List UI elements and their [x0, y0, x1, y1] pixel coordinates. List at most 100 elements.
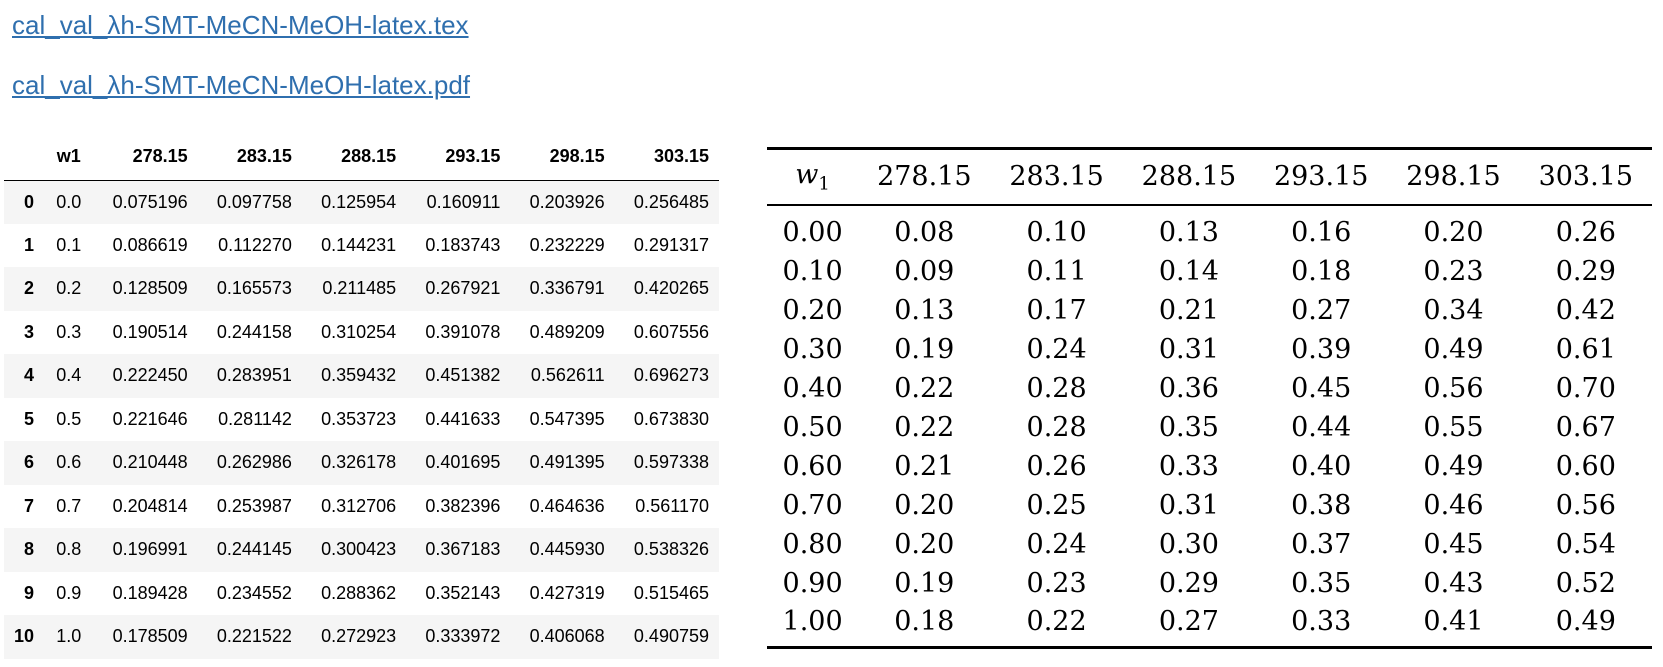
dataframe-value-cell: 0.128509 [112, 278, 188, 299]
latex-value-cell: 0.20 [894, 528, 955, 560]
latex-row: 0.90 0.19 0.23 0.29 0.35 0.43 0.52 [767, 564, 1652, 603]
dataframe-value-cell: 0.441633 [425, 408, 501, 429]
dataframe-value-cell: 0.210448 [112, 452, 188, 473]
dataframe-value-cell: 0.391078 [425, 321, 501, 342]
latex-w1-cell: 0.40 [782, 372, 843, 404]
dataframe-header-row: w1 278.15 283.15 288.15 293.15 298.15 30… [4, 134, 719, 181]
dataframe-w1-cell: 0.6 [56, 452, 82, 473]
latex-value-cell: 0.34 [1423, 294, 1484, 326]
latex-value-cell: 0.46 [1423, 489, 1484, 521]
dataframe-value-cell: 0.221646 [112, 408, 188, 429]
dataframe-value-cell: 0.112270 [218, 234, 292, 255]
dataframe-value-cell: 0.333972 [425, 626, 501, 647]
dataframe-column-header: 283.15 [197, 134, 302, 181]
dataframe-value-cell: 0.281142 [218, 408, 292, 429]
latex-w1-cell: 0.00 [782, 217, 843, 248]
latex-header: w1 278.15 283.15 288.15 293.15 298.15 30… [767, 148, 1652, 206]
latex-value-cell: 0.24 [1026, 528, 1087, 560]
dataframe-value-cell: 0.547395 [529, 408, 605, 429]
dataframe-value-cell: 0.464636 [529, 495, 605, 516]
latex-header-row: w1 278.15 283.15 288.15 293.15 298.15 30… [767, 148, 1652, 206]
latex-value-cell: 0.14 [1158, 255, 1219, 287]
dataframe-row: 5 0.5 0.221646 0.281142 0.353723 0.441633 0.54… [4, 397, 719, 441]
dataframe-value-cell: 0.445930 [529, 539, 605, 560]
dataframe-value-cell: 0.673830 [633, 408, 709, 429]
latex-row: 1.00 0.18 0.22 0.27 0.33 0.41 0.49 [767, 603, 1652, 648]
dataframe-w1-cell: 0.8 [56, 539, 82, 560]
latex-w1-cell: 0.90 [782, 567, 843, 599]
latex-value-cell: 0.44 [1291, 411, 1352, 443]
dataframe-row: 1 0.1 0.086619 0.112270 0.144231 0.183743 0.23… [4, 223, 719, 267]
dataframe-row: 2 0.2 0.128509 0.165573 0.211485 0.267921 0.33… [4, 267, 719, 311]
latex-value-cell: 0.39 [1291, 333, 1352, 365]
latex-value-cell: 0.37 [1291, 528, 1352, 560]
latex-value-cell: 0.67 [1555, 411, 1616, 443]
latex-value-cell: 0.31 [1158, 333, 1219, 365]
latex-value-cell: 0.18 [1291, 255, 1352, 287]
dataframe-value-cell: 0.326178 [321, 452, 397, 473]
dataframe-value-cell: 0.427319 [529, 582, 605, 603]
latex-w1-cell: 0.10 [782, 255, 843, 287]
latex-row: 0.70 0.20 0.25 0.31 0.38 0.46 0.56 [767, 486, 1652, 525]
dataframe-value-cell: 0.190514 [112, 321, 188, 342]
dataframe-column-header: 303.15 [614, 134, 719, 181]
dataframe-value-cell: 0.144231 [321, 234, 397, 255]
latex-value-cell: 0.08 [894, 217, 955, 248]
dataframe-row: 8 0.8 0.196991 0.244145 0.300423 0.367183 0.44… [4, 528, 719, 572]
dataframe-row-index: 9 [24, 582, 35, 603]
latex-value-cell: 0.52 [1555, 567, 1616, 599]
latex-column-header: 278.15 [858, 148, 991, 206]
latex-w-subscript: 1 [818, 173, 830, 195]
latex-value-cell: 0.25 [1026, 489, 1087, 521]
latex-value-cell: 0.35 [1291, 567, 1352, 599]
dataframe-row-index: 8 [24, 539, 35, 560]
latex-value-cell: 0.19 [894, 567, 955, 599]
dataframe-value-cell: 0.165573 [216, 278, 292, 299]
dataframe-row: 7 0.7 0.204814 0.253987 0.312706 0.382396 0.46… [4, 484, 719, 528]
dataframe-value-cell: 0.204814 [112, 495, 188, 516]
dataframe-value-cell: 0.211485 [322, 278, 397, 299]
dataframe-column-header: 293.15 [406, 134, 511, 181]
dataframe-value-cell: 0.300423 [321, 539, 397, 560]
latex-column-header: 303.15 [1519, 148, 1652, 206]
dataframe-w1-cell: 0.9 [56, 582, 82, 603]
latex-column-header: 293.15 [1255, 148, 1388, 206]
latex-w1-cell: 1.00 [782, 605, 843, 637]
dataframe-value-cell: 0.244158 [216, 321, 292, 342]
latex-w1-header: w1 [767, 148, 859, 206]
dataframe-w1-cell: 0.7 [56, 495, 82, 516]
dataframe-row-index: 7 [24, 495, 35, 516]
latex-value-cell: 0.19 [894, 333, 955, 365]
latex-value-cell: 0.13 [894, 294, 955, 326]
dataframe-w1-cell: 0.5 [56, 408, 82, 429]
latex-value-cell: 0.10 [1026, 217, 1087, 248]
latex-value-cell: 0.55 [1423, 411, 1484, 443]
latex-value-cell: 0.49 [1555, 605, 1616, 637]
dataframe-header: w1 278.15 283.15 288.15 293.15 298.15 30… [4, 134, 719, 181]
latex-value-cell: 0.20 [894, 489, 955, 521]
dataframe-value-cell: 0.086619 [112, 234, 188, 255]
latex-value-cell: 0.70 [1555, 372, 1616, 404]
tex-file-link[interactable]: cal_val_λh-SMT-MeCN-MeOH-latex.tex [12, 10, 469, 40]
dataframe-row-index: 3 [24, 321, 35, 342]
dataframe-w1-cell: 0.3 [56, 321, 82, 342]
dataframe-value-cell: 0.310254 [321, 321, 397, 342]
dataframe-value-cell: 0.097758 [216, 191, 292, 212]
dataframe-value-cell: 0.183743 [425, 234, 501, 255]
latex-row: 0.00 0.08 0.10 0.13 0.16 0.20 0.26 [767, 205, 1652, 252]
pdf-file-link[interactable]: cal_val_λh-SMT-MeCN-MeOH-latex.pdf [12, 70, 471, 100]
latex-value-cell: 0.45 [1423, 528, 1484, 560]
latex-value-cell: 0.21 [894, 450, 955, 482]
dataframe-value-cell: 0.283951 [216, 365, 292, 386]
latex-value-cell: 0.23 [1423, 255, 1484, 287]
dataframe-value-cell: 0.451382 [425, 365, 501, 386]
latex-value-cell: 0.35 [1158, 411, 1219, 443]
dataframe-value-cell: 0.353723 [321, 408, 397, 429]
latex-value-cell: 0.29 [1158, 567, 1219, 599]
latex-value-cell: 0.11 [1026, 255, 1087, 287]
dataframe-value-cell: 0.244145 [216, 539, 292, 560]
latex-value-cell: 0.45 [1291, 372, 1352, 404]
dataframe-value-cell: 0.538326 [633, 539, 709, 560]
latex-table: w1 278.15 283.15 288.15 293.15 298.15 30… [767, 147, 1652, 649]
latex-value-cell: 0.40 [1291, 450, 1352, 482]
